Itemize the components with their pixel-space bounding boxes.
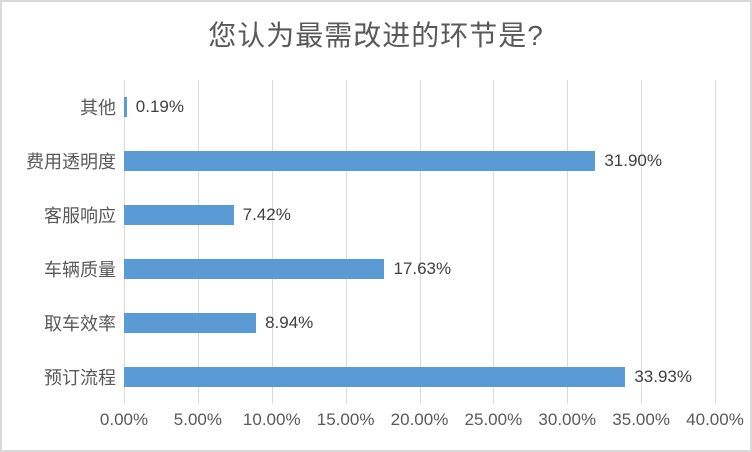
bar bbox=[124, 205, 234, 225]
category-label: 车辆质量 bbox=[44, 260, 116, 280]
value-axis-line bbox=[124, 80, 125, 404]
x-tick-label: 20.00% bbox=[390, 410, 449, 429]
gridline bbox=[641, 80, 643, 404]
x-tick-label: 30.00% bbox=[538, 410, 597, 429]
gridline bbox=[567, 80, 569, 404]
chart-title: 您认为最需改进的环节是? bbox=[208, 20, 544, 51]
bar bbox=[124, 151, 596, 171]
category-label: 取车效率 bbox=[44, 314, 116, 334]
data-label: 33.93% bbox=[634, 367, 692, 386]
gridline bbox=[197, 80, 199, 404]
data-label: 0.19% bbox=[135, 97, 184, 116]
data-label: 17.63% bbox=[393, 259, 452, 278]
category-label: 预订流程 bbox=[44, 368, 116, 388]
x-tick-label: 40.00% bbox=[686, 410, 744, 429]
gridline bbox=[715, 80, 716, 404]
data-label: 8.94% bbox=[265, 313, 314, 332]
plot-area: 0.19% 31.90% 7.42% 17.63% 8.94% 33.93% bbox=[124, 80, 716, 404]
gridline bbox=[419, 80, 421, 404]
data-label: 7.42% bbox=[242, 205, 291, 224]
gridline bbox=[345, 80, 347, 404]
x-tick-label: 15.00% bbox=[316, 410, 375, 429]
x-tick-label: 35.00% bbox=[612, 410, 670, 429]
category-label: 其他 bbox=[80, 98, 116, 118]
x-tick-label: 25.00% bbox=[464, 410, 523, 429]
bar bbox=[124, 313, 257, 333]
x-tick-label: 5.00% bbox=[173, 410, 222, 429]
x-tick-label: 0.00% bbox=[99, 410, 149, 429]
category-label: 费用透明度 bbox=[26, 152, 116, 172]
bar bbox=[124, 97, 127, 117]
x-tick-label: 10.00% bbox=[242, 410, 301, 429]
bar bbox=[124, 367, 626, 387]
gridline bbox=[493, 80, 495, 404]
data-label: 31.90% bbox=[604, 151, 662, 170]
category-label: 客服响应 bbox=[44, 206, 116, 226]
bar bbox=[124, 259, 385, 279]
gridline bbox=[271, 80, 273, 404]
